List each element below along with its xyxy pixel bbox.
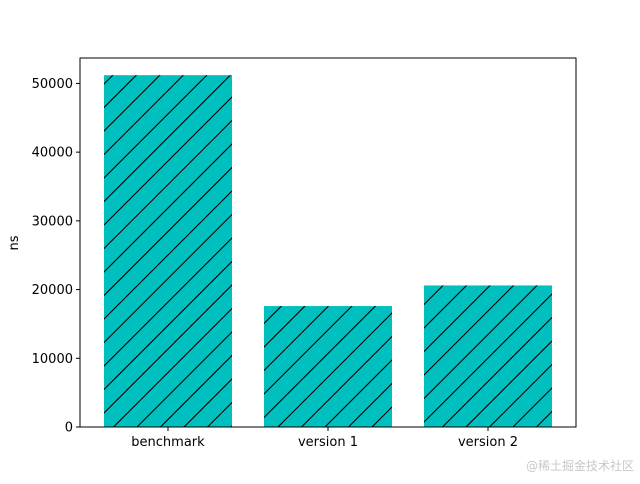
y-tick-label: 10000: [32, 352, 73, 367]
bar-version-2: [424, 285, 552, 427]
y-axis: 0 10000 20000 30000 40000 50000: [32, 77, 80, 436]
bar-version-1: [264, 306, 392, 427]
bar-benchmark: [104, 75, 232, 427]
x-axis: benchmark version 1 version 2: [131, 427, 518, 450]
y-tick-label: 40000: [32, 146, 73, 161]
x-tick-label: version 1: [298, 435, 358, 450]
y-tick-label: 0: [65, 421, 73, 436]
y-tick-label: 50000: [32, 77, 73, 92]
watermark: @稀土掘金技术社区: [525, 459, 634, 473]
y-tick-label: 20000: [32, 283, 73, 298]
y-tick-label: 30000: [32, 214, 73, 229]
y-axis-label: ns: [7, 235, 22, 250]
x-tick-label: version 2: [458, 435, 518, 450]
bars-group: [104, 75, 552, 427]
x-tick-label: benchmark: [131, 435, 205, 450]
